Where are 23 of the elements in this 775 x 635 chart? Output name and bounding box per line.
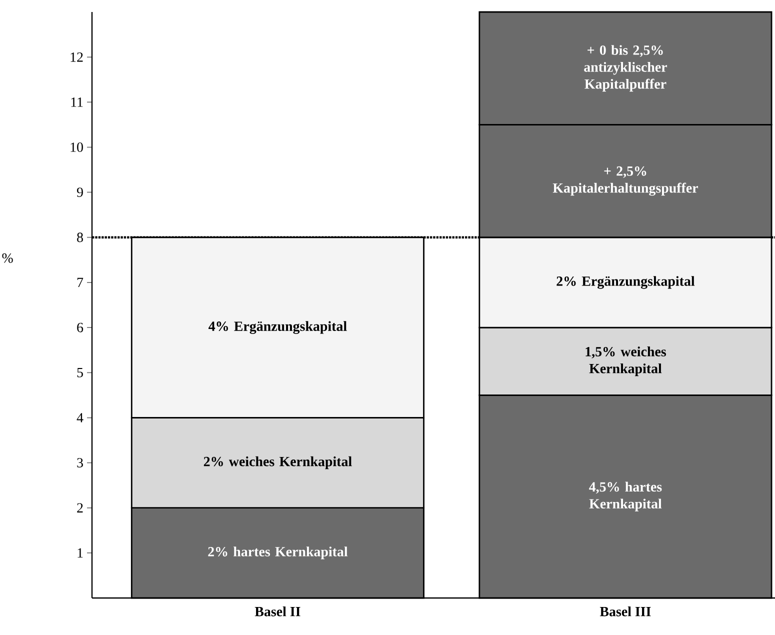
y-axis-title: % (2, 253, 13, 263)
data-label: 1,5% weiches Kernkapital (586, 346, 666, 376)
y-tick-label: 8 (77, 232, 83, 242)
y-tick-label: 9 (76, 188, 83, 197)
data-label: 2% hartes Kernkapital (208, 546, 348, 560)
y-tick-label: 2 (77, 503, 83, 512)
data-label: 2% weiches Kernkapital (204, 456, 352, 470)
x-tick-label: Basel III (600, 606, 651, 616)
y-tick-label: 6 (77, 322, 84, 332)
data-label: + 2,5% Kapitalerhaltungspuffer (552, 166, 698, 196)
y-tick-label: 7 (77, 278, 84, 288)
y-tick-label: 3 (77, 458, 83, 468)
y-tick-label: 12 (70, 52, 83, 62)
y-tick-label: 11 (71, 98, 83, 107)
y-tick-label: 1 (78, 548, 83, 558)
y-tick-label: 5 (77, 368, 83, 378)
data-label: 2% Ergänzungskapital (556, 276, 695, 289)
data-label: 4% Ergänzungskapital (208, 321, 347, 334)
x-tick-label: Basel II (254, 606, 300, 616)
y-tick-label: 10 (70, 142, 83, 152)
data-label: 4,5% hartes Kernkapital (589, 482, 662, 512)
y-tick-label: 4 (76, 413, 84, 422)
data-label: + 0 bis 2,5% antizyklischer Kapitalpuffer (584, 45, 668, 92)
